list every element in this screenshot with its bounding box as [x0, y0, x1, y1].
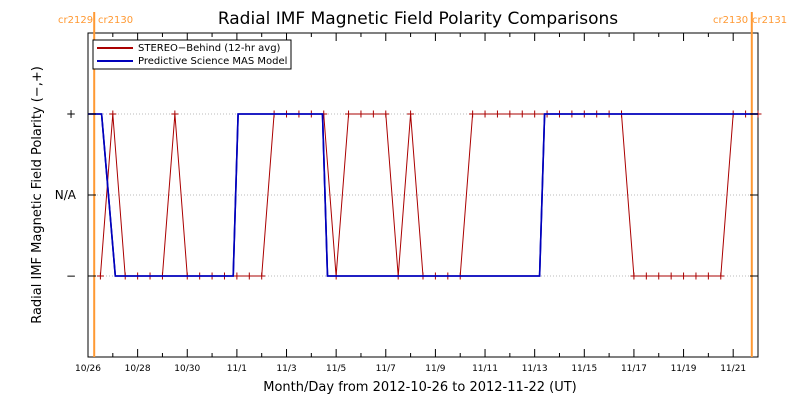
- data-point: [469, 110, 477, 118]
- data-point: [692, 272, 700, 280]
- x-tick-label: 11/17: [621, 364, 647, 374]
- series-line-mas: [88, 113, 758, 277]
- data-point: [642, 272, 650, 280]
- chart-title: Radial IMF Magnetic Field Polarity Compa…: [218, 9, 618, 29]
- x-tick-label: 11/13: [522, 364, 548, 374]
- x-tick-label: 11/11: [472, 364, 498, 374]
- legend-label-mas: Predictive Science MAS Model: [138, 56, 287, 67]
- y-tick-label: N/A: [55, 188, 77, 202]
- data-point: [233, 272, 241, 280]
- data-point: [680, 272, 688, 280]
- data-point: [506, 110, 514, 118]
- y-axis-label: Radial IMF Magnetic Field Polarity (−,+): [30, 66, 45, 324]
- legend: STEREO−Behind (12-hr avg) Predictive Sci…: [92, 39, 292, 70]
- data-point: [109, 110, 117, 118]
- data-point: [369, 110, 377, 118]
- data-point: [382, 110, 390, 118]
- data-point: [704, 272, 712, 280]
- data-point: [407, 110, 415, 118]
- data-point: [171, 110, 179, 118]
- data-point: [667, 272, 675, 280]
- x-tick-label: 10/28: [125, 364, 151, 374]
- x-tick-label: 11/7: [376, 364, 396, 374]
- x-ticks: 10/26 10/28 10/30 11/1 11/3 11/5 11/7 11/9 11/11…: [75, 33, 759, 374]
- x-tick-label: 11/5: [326, 364, 346, 374]
- y-tick-label: −: [66, 269, 76, 283]
- data-point: [357, 110, 365, 118]
- data-point: [531, 110, 539, 118]
- carrington-labels: cr2129 cr2130 cr2130 cr2131: [58, 15, 787, 26]
- x-tick-label: 11/1: [227, 364, 247, 374]
- cr-label-left-1: cr2129: [58, 15, 93, 26]
- x-tick-label: 11/3: [276, 364, 296, 374]
- plot-frame: [87, 32, 759, 358]
- x-tick-label: 10/26: [75, 364, 101, 374]
- data-point: [481, 110, 489, 118]
- series-layer: [88, 110, 762, 280]
- x-tick-label: 11/21: [720, 364, 746, 374]
- cr-label-right-2: cr2131: [752, 15, 787, 26]
- data-point: [345, 110, 353, 118]
- legend-box: [92, 39, 292, 70]
- y-tick-label: +: [66, 107, 76, 121]
- cr-label-left-2: cr2130: [98, 15, 133, 26]
- data-point: [630, 272, 638, 280]
- data-point: [717, 272, 725, 280]
- cr-label-right-1: cr2130: [713, 15, 748, 26]
- legend-label-stereo: STEREO−Behind (12-hr avg): [138, 43, 281, 54]
- y-ticks: + N/A −: [55, 107, 758, 283]
- data-point: [655, 272, 663, 280]
- data-point: [518, 110, 526, 118]
- data-point: [258, 272, 266, 280]
- grid-layer: [88, 113, 758, 277]
- x-tick-label: 11/19: [671, 364, 697, 374]
- x-axis-label: Month/Day from 2012-10-26 to 2012-11-22 …: [263, 380, 576, 395]
- data-point: [96, 272, 104, 280]
- data-point: [493, 110, 501, 118]
- data-point: [245, 272, 253, 280]
- series-line-mas-overlay: [88, 113, 758, 277]
- x-tick-label: 11/15: [571, 364, 597, 374]
- x-tick-label: 10/30: [174, 364, 200, 374]
- x-tick-label: 11/9: [425, 364, 445, 374]
